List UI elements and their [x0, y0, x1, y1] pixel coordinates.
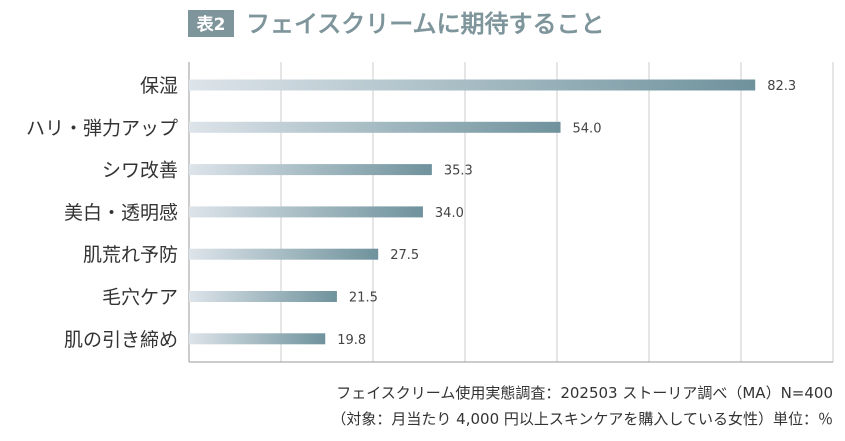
- category-label: シワ改善: [102, 160, 178, 182]
- unit-note: （対象：月当たり 4,000 円以上スキンケアを購入している女性）単位：％: [331, 410, 833, 428]
- category-label: 肌の引き締め: [64, 329, 178, 351]
- category-label: 肌荒れ予防: [83, 244, 178, 266]
- bar: [189, 206, 423, 218]
- data-label: 54.0: [573, 121, 602, 136]
- category-label: 保湿: [140, 75, 178, 97]
- category-label: ハリ・弾力アップ: [26, 117, 178, 139]
- bar: [189, 291, 337, 302]
- bar: [189, 79, 756, 91]
- data-label: 27.5: [390, 248, 419, 263]
- bar: [189, 121, 561, 133]
- bar: [189, 333, 326, 345]
- bars: [189, 79, 756, 345]
- title-badge: [188, 10, 234, 37]
- data-label: 21.5: [349, 291, 378, 306]
- category-label: 毛穴ケア: [102, 287, 178, 309]
- bar: [189, 248, 379, 260]
- source-note: フェイスクリーム使用実態調査：202503 ストーリア調べ（MA）N=400: [336, 384, 833, 402]
- chart-title: フェイスクリームに期待すること: [246, 10, 605, 38]
- value-labels: 82.3 54.0 35.3 34.0 27.5 21.5 19.8: [337, 79, 796, 348]
- data-label: 82.3: [767, 79, 796, 94]
- bar: [189, 164, 432, 176]
- data-label: 34.0: [435, 206, 464, 221]
- data-label: 19.8: [337, 333, 366, 348]
- title-badge-text: 表2: [197, 14, 226, 35]
- category-label: 美白・透明感: [64, 202, 178, 224]
- data-label: 35.3: [444, 164, 473, 179]
